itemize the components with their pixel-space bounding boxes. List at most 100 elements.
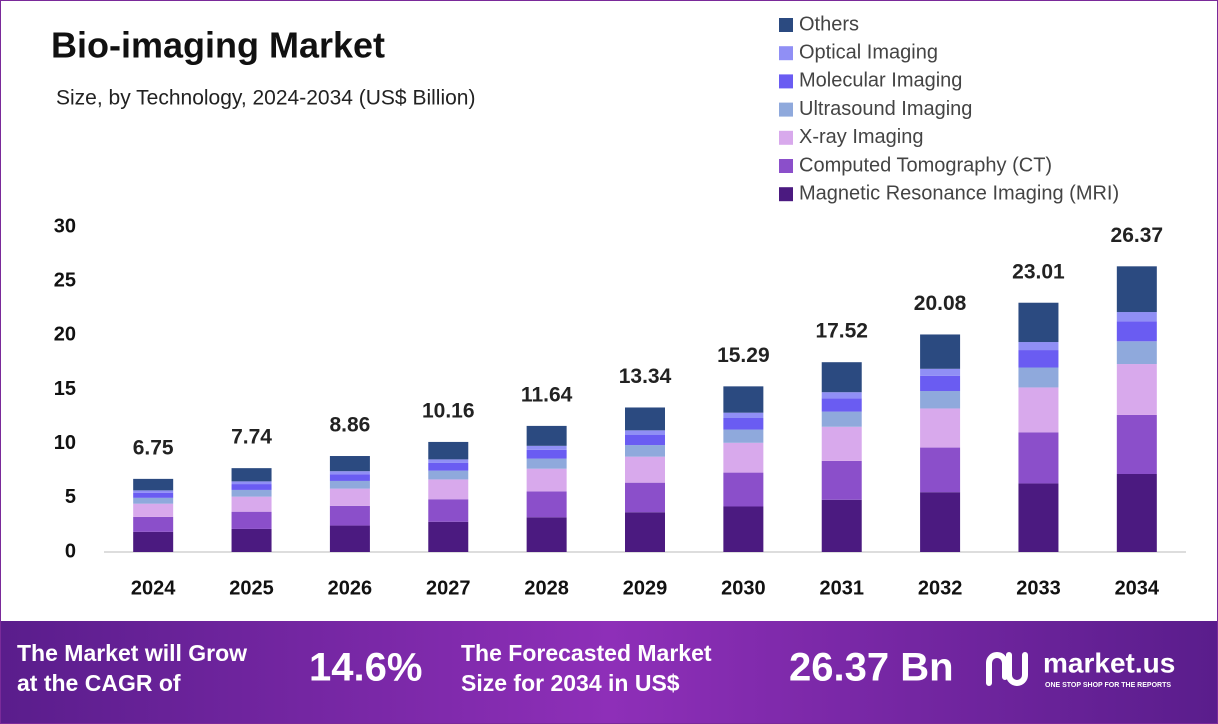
banner bbox=[1, 621, 1217, 723]
bar-segment bbox=[920, 492, 961, 552]
bar-segment bbox=[428, 521, 469, 552]
bar-segment bbox=[920, 368, 961, 376]
legend-label: Optical Imaging bbox=[799, 41, 938, 63]
bar-segment bbox=[625, 456, 665, 483]
total-label: 7.74 bbox=[231, 426, 272, 449]
total-label: 17.52 bbox=[815, 320, 868, 343]
bar-segment bbox=[231, 511, 272, 529]
bar-segment bbox=[1116, 414, 1157, 474]
bar-segment bbox=[428, 470, 469, 480]
logo: market.us bbox=[1043, 647, 1175, 678]
x-tick-label: 2034 bbox=[1115, 577, 1160, 599]
bar-segment bbox=[821, 426, 862, 461]
bar-segment bbox=[526, 449, 567, 459]
logo-tagline: ONE STOP SHOP FOR THE REPORTS bbox=[1045, 682, 1171, 689]
legend-label: Magnetic Resonance Imaging (MRI) bbox=[799, 182, 1119, 204]
bar-segment bbox=[526, 425, 567, 446]
bar-segment bbox=[625, 407, 665, 431]
bar-segment bbox=[133, 516, 174, 532]
legend-label: X-ray Imaging bbox=[799, 126, 924, 148]
bar-segment bbox=[428, 459, 469, 463]
banner-value: 14.6% bbox=[309, 646, 422, 690]
bar-segment bbox=[428, 499, 469, 522]
bar-segment bbox=[1116, 321, 1157, 342]
legend-label: Computed Tomography (CT) bbox=[799, 154, 1052, 176]
bar-segment bbox=[231, 481, 272, 485]
total-label: 15.29 bbox=[717, 344, 770, 367]
legend-swatch bbox=[779, 46, 793, 61]
legend-swatch bbox=[779, 187, 793, 202]
bar-segment bbox=[526, 517, 567, 552]
bar-segment bbox=[1018, 367, 1059, 388]
bar-segment bbox=[625, 435, 665, 446]
legend-swatch bbox=[779, 102, 793, 117]
x-tick-label: 2025 bbox=[229, 577, 274, 599]
x-tick-label: 2024 bbox=[131, 577, 176, 599]
bar-segment bbox=[526, 445, 567, 450]
bar-segment bbox=[231, 489, 272, 497]
banner-text: The Forecasted Market bbox=[461, 640, 712, 666]
bar-segment bbox=[625, 482, 665, 513]
x-tick-label: 2033 bbox=[1016, 577, 1061, 599]
y-tick-label: 25 bbox=[54, 269, 76, 291]
bar-segment bbox=[133, 492, 174, 498]
bar-segment bbox=[526, 491, 567, 518]
banner-value: 26.37 Bn bbox=[789, 646, 954, 690]
legend-swatch bbox=[779, 18, 793, 32]
legend-swatch bbox=[779, 159, 793, 173]
legend-label: Others bbox=[799, 13, 859, 35]
legend-label: Molecular Imaging bbox=[799, 70, 962, 92]
bar-segment bbox=[723, 429, 764, 443]
bar-segment bbox=[133, 531, 174, 552]
bar-segment bbox=[1116, 312, 1157, 322]
bar-segment bbox=[428, 441, 469, 460]
x-tick-label: 2028 bbox=[524, 577, 569, 599]
bar-segment bbox=[625, 445, 665, 457]
banner-text: Size for 2034 in US$ bbox=[461, 670, 680, 696]
legend-swatch bbox=[779, 130, 793, 145]
bar-segment bbox=[625, 430, 665, 435]
bar-segment bbox=[1018, 302, 1059, 343]
bar-segment bbox=[821, 392, 862, 399]
bar-segment bbox=[329, 474, 370, 481]
x-tick-label: 2032 bbox=[918, 577, 963, 599]
y-tick-label: 20 bbox=[54, 324, 76, 346]
bar-segment bbox=[1116, 474, 1157, 552]
bar-segment bbox=[723, 386, 764, 413]
bar-segment bbox=[526, 468, 567, 492]
bar-segment bbox=[428, 479, 469, 500]
total-label: 13.34 bbox=[619, 365, 672, 388]
bar-segment bbox=[1116, 341, 1157, 365]
bar-segment bbox=[821, 398, 862, 412]
x-tick-label: 2026 bbox=[328, 577, 373, 599]
bar-segment bbox=[133, 503, 174, 517]
bar-segment bbox=[231, 484, 272, 490]
total-label: 23.01 bbox=[1012, 260, 1065, 283]
bar-segment bbox=[920, 334, 961, 369]
bar-segment bbox=[723, 412, 764, 418]
bar-segment bbox=[1018, 342, 1059, 351]
total-label: 20.08 bbox=[914, 292, 967, 315]
bar-segment bbox=[920, 408, 961, 448]
bar-segment bbox=[1018, 387, 1059, 433]
y-tick-label: 5 bbox=[65, 486, 76, 508]
bar-segment bbox=[821, 460, 862, 500]
bar-segment bbox=[1018, 483, 1059, 552]
total-label: 6.75 bbox=[133, 436, 174, 459]
x-tick-label: 2030 bbox=[721, 577, 766, 599]
chart-title: Bio-imaging Market bbox=[51, 25, 385, 66]
bar-segment bbox=[1116, 364, 1157, 415]
y-tick-label: 30 bbox=[54, 215, 76, 237]
x-tick-label: 2029 bbox=[623, 577, 668, 599]
bar-segment bbox=[920, 375, 961, 392]
legend-label: Ultrasound Imaging bbox=[799, 98, 972, 120]
bar-segment bbox=[329, 505, 370, 526]
bar-segment bbox=[428, 462, 469, 471]
bar-segment bbox=[133, 478, 174, 491]
bar-segment bbox=[723, 442, 764, 473]
banner-text: The Market will Grow bbox=[17, 640, 247, 666]
y-tick-label: 0 bbox=[65, 540, 76, 562]
total-label: 10.16 bbox=[422, 399, 475, 422]
